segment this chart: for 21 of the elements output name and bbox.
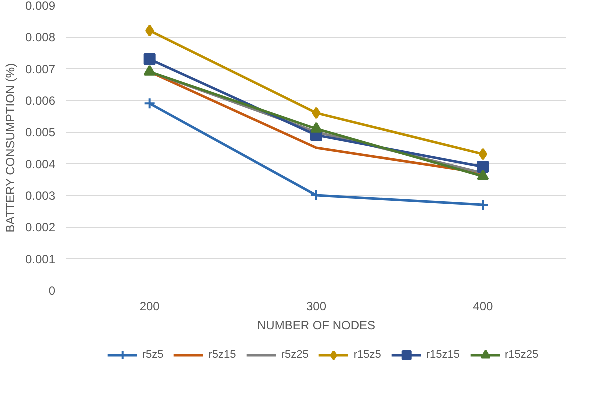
y-tick-label: 0.005: [25, 126, 56, 140]
legend-label: r5z15: [208, 349, 236, 361]
legend-label: r5z5: [142, 349, 164, 361]
y-tick-label: 0.008: [25, 30, 56, 45]
y-tick-label: 0.006: [25, 94, 56, 108]
y-tick-label: 0.001: [25, 252, 56, 266]
x-axis-title: NUMBER OF NODES: [257, 318, 376, 332]
y-tick-label: 0.007: [25, 62, 56, 76]
legend-label: r5z25: [281, 349, 309, 361]
y-tick-label: 0.004: [25, 157, 56, 172]
legend-label: r15z5: [354, 349, 382, 361]
x-tick-label: 200: [140, 300, 160, 314]
y-tick-label: 0: [48, 284, 56, 298]
y-axis-title: BATTERY CONSUMPTION (%): [3, 63, 18, 233]
y-tick-label: 0.003: [25, 189, 56, 203]
x-tick-label: 400: [473, 300, 494, 314]
legend-label: r15z25: [505, 349, 539, 361]
x-tick-label: 300: [306, 300, 327, 314]
y-tick-label: 0.002: [25, 220, 56, 235]
legend-label: r15z15: [426, 349, 460, 361]
y-tick-label: 0.009: [25, 0, 56, 13]
